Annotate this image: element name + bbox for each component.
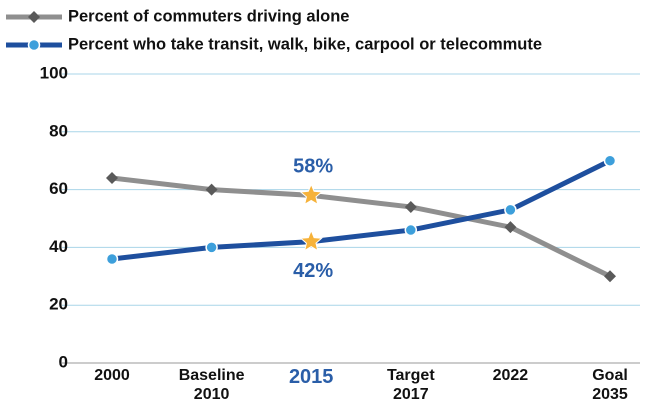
value-label: 42% <box>293 260 333 282</box>
marker <box>604 270 616 283</box>
marker <box>27 38 41 52</box>
y-tick-label: 40 <box>49 237 68 256</box>
marker <box>504 221 517 234</box>
marker <box>205 241 218 254</box>
y-tick-label: 80 <box>49 121 68 140</box>
series-line <box>111 175 612 279</box>
y-tick-label: 100 <box>40 63 68 82</box>
series-line <box>111 158 612 262</box>
star-marker <box>299 183 323 206</box>
x-tick-label: Target 2017 <box>386 367 435 403</box>
x-tick-label: Baseline 2010 <box>178 367 245 403</box>
marker <box>205 183 218 196</box>
marker <box>504 203 517 217</box>
legend-label: Percent who take transit, walk, bike, ca… <box>68 35 542 53</box>
marker <box>106 172 118 185</box>
marker <box>105 252 119 266</box>
x-tick-label: Goal 2035 <box>592 367 628 403</box>
y-tick-label: 0 <box>59 352 68 371</box>
y-tick-label: 20 <box>49 295 68 314</box>
marker <box>404 200 417 213</box>
x-tick-label: 2022 <box>492 367 529 384</box>
x-tick-label: 2015 <box>288 366 334 388</box>
x-tick-label: 2000 <box>94 367 130 384</box>
value-label: 58% <box>293 156 333 178</box>
marker <box>404 223 418 237</box>
marker <box>28 11 40 23</box>
y-tick-label: 60 <box>49 179 68 198</box>
marker <box>603 154 617 167</box>
legend-label: Percent of commuters driving alone <box>68 7 349 25</box>
star-marker <box>299 229 323 252</box>
